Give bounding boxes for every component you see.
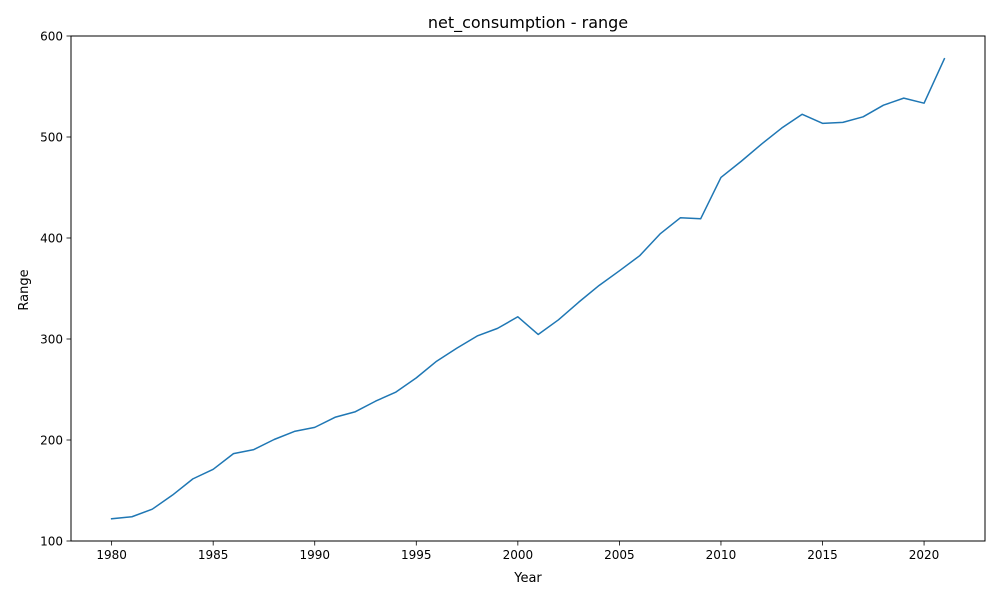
y-tick-label: 500 — [40, 131, 63, 145]
y-tick-label: 100 — [40, 535, 63, 549]
x-tick-label: 1980 — [96, 548, 127, 562]
x-tick-label: 1995 — [401, 548, 432, 562]
x-tick-label: 2010 — [706, 548, 737, 562]
y-axis-label: Range — [17, 269, 32, 310]
x-axis-label: Year — [513, 571, 542, 586]
plot-area: 1980 1985 1990 1995 2000 2005 2010 2015 2020 100 2… — [40, 30, 985, 563]
y-tick-label: 200 — [40, 434, 63, 448]
plot-frame — [71, 36, 985, 541]
y-tick-label: 600 — [40, 30, 63, 44]
chart-title: net_consumption - range — [428, 13, 628, 33]
x-tick-label: 2020 — [909, 548, 940, 562]
y-tick-label: 400 — [40, 232, 63, 246]
x-tick-label: 2015 — [807, 548, 838, 562]
series-line-0 — [112, 59, 945, 519]
x-tick-label: 2005 — [604, 548, 635, 562]
y-tick-label: 300 — [40, 333, 63, 347]
x-tick-label: 1985 — [198, 548, 229, 562]
x-tick-label: 2000 — [503, 548, 534, 562]
x-tick-label: 1990 — [299, 548, 330, 562]
